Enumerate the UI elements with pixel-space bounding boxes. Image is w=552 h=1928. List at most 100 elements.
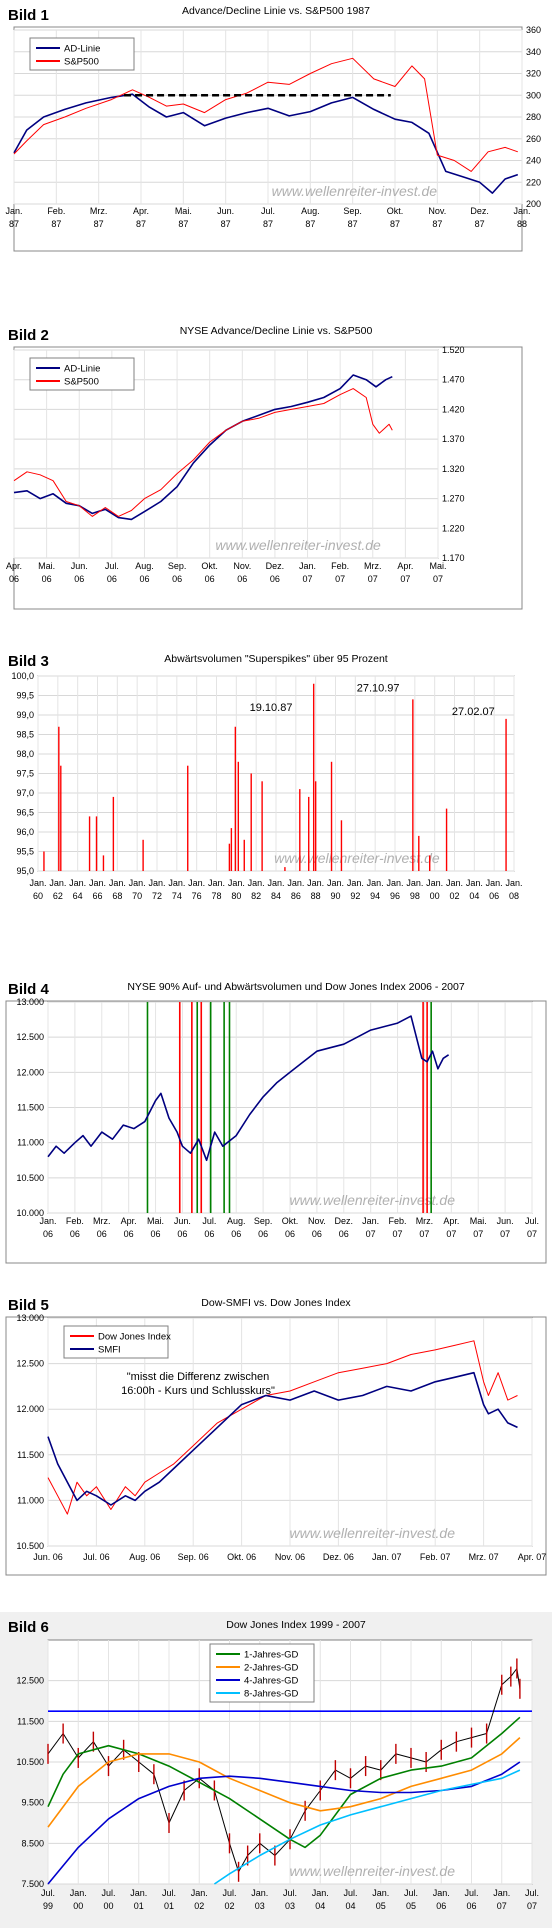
panel-bild-5: Bild 5 Dow-SMFI vs. Dow Jones Index 10.5… xyxy=(0,1290,552,1578)
legend-entry: S&P500 xyxy=(64,57,99,68)
x-tick-label: Mrz. 06 xyxy=(93,1216,111,1239)
x-tick-label: Jan. 64 xyxy=(69,878,86,901)
x-tick-label: Jan. 02 xyxy=(446,878,463,901)
y-tick-label: 200 xyxy=(526,199,541,209)
y-tick-label: 300 xyxy=(526,90,541,100)
x-tick-label: Sep. 87 xyxy=(343,206,362,229)
x-tick-label: Jul. 06 xyxy=(464,1888,478,1911)
x-tick-label: Jan. 04 xyxy=(466,878,483,901)
legend-entry: AD-Linie xyxy=(64,364,100,375)
panel-bild-3: Bild 3 Abwärtsvolumen "Superspikes" über… xyxy=(0,646,552,934)
y-tick-label: 10.500 xyxy=(16,1757,44,1767)
x-tick-label: Jul. 06 xyxy=(83,1552,110,1562)
y-tick-label: 96,0 xyxy=(16,827,34,837)
y-tick-label: 12.000 xyxy=(16,1067,44,1077)
series-line xyxy=(13,374,393,521)
x-tick-label: Jan. 07 xyxy=(372,1552,402,1562)
x-tick-label: Mai. 07 xyxy=(429,561,446,584)
x-tick-label: Apr. 07 xyxy=(443,1216,459,1239)
x-tick-label: Jan. 03 xyxy=(251,1888,268,1911)
y-tick-label: 7.500 xyxy=(21,1879,44,1889)
y-tick-label: 10.500 xyxy=(16,1173,44,1183)
y-tick-label: 1.470 xyxy=(442,375,465,385)
x-tick-label: Jul. 04 xyxy=(343,1888,357,1911)
x-tick-label: Jul. 02 xyxy=(222,1888,236,1911)
x-tick-label: Jan. 84 xyxy=(267,878,284,901)
y-tick-label: 99,5 xyxy=(16,691,34,701)
x-tick-label: Feb. 07 xyxy=(420,1552,451,1562)
y-tick-label: 1.170 xyxy=(442,553,465,563)
annotation-label: 27.10.97 xyxy=(357,683,400,695)
series-line xyxy=(13,93,519,194)
y-tick-label: 98,5 xyxy=(16,730,34,740)
x-tick-label: Okt. 06 xyxy=(201,561,218,584)
x-tick-label: Jan. 82 xyxy=(248,878,265,901)
x-tick-label: Mrz. 07 xyxy=(469,1552,499,1562)
legend-box xyxy=(29,37,135,71)
watermark: www.wellenreiter-invest.de xyxy=(215,537,381,553)
x-tick-label: Jan. 66 xyxy=(89,878,106,901)
y-tick-label: 97,0 xyxy=(16,788,34,798)
y-tick-label: 12.500 xyxy=(16,1676,44,1686)
legend-entry: SMFI xyxy=(98,1345,121,1356)
legend-box xyxy=(63,1325,169,1359)
x-tick-label: Mai. 06 xyxy=(38,561,55,584)
y-tick-label: 9.500 xyxy=(21,1798,44,1808)
panel-bild-2: Bild 2 NYSE Advance/Decline Linie vs. S&… xyxy=(0,320,552,612)
x-tick-label: Okt. 87 xyxy=(387,206,404,229)
y-tick-label: 100,0 xyxy=(11,671,34,681)
x-tick-label: Sep. 06 xyxy=(254,1216,273,1239)
x-tick-label: Apr. 87 xyxy=(133,206,149,229)
x-tick-label: Jan. 90 xyxy=(327,878,344,901)
x-tick-label: Apr. 07 xyxy=(397,561,413,584)
annotation-label: 19.10.87 xyxy=(250,702,293,714)
y-tick-label: 360 xyxy=(526,25,541,35)
x-tick-label: Nov. 06 xyxy=(308,1216,326,1239)
x-tick-label: Jan. 80 xyxy=(228,878,245,901)
watermark: www.wellenreiter-invest.de xyxy=(290,1525,456,1541)
panel-bild-1: Bild 1 Advance/Decline Linie vs. S&P500 … xyxy=(0,0,552,255)
x-tick-label: Dez. 06 xyxy=(323,1552,354,1562)
x-tick-label: Jun. 06 xyxy=(174,1216,191,1239)
y-tick-label: 1.420 xyxy=(442,404,465,414)
legend-box xyxy=(29,357,135,391)
y-tick-label: 13.000 xyxy=(16,997,44,1007)
chart-title: NYSE 90% Auf- und Abwärtsvolumen und Dow… xyxy=(127,981,465,993)
x-tick-label: Jan. 92 xyxy=(347,878,364,901)
x-tick-label: Feb. 07 xyxy=(331,561,349,584)
x-tick-label: Jun. 06 xyxy=(33,1552,63,1562)
y-tick-label: 1.320 xyxy=(442,464,465,474)
x-tick-label: Apr. 06 xyxy=(121,1216,137,1239)
x-tick-label: Mrz. 07 xyxy=(364,561,382,584)
panel-label: Bild 1 xyxy=(8,7,49,24)
series-line xyxy=(213,1769,521,1885)
y-tick-label: 8.500 xyxy=(21,1838,44,1848)
x-tick-label: Jul. 99 xyxy=(41,1888,55,1911)
x-tick-label: Mai. 06 xyxy=(147,1216,164,1239)
x-tick-label: Jan. 68 xyxy=(109,878,126,901)
x-tick-label: Jul. 07 xyxy=(525,1216,539,1239)
x-tick-label: Jan. 94 xyxy=(367,878,384,901)
x-tick-label: Mai. 87 xyxy=(175,206,192,229)
x-tick-label: Jan. 00 xyxy=(426,878,443,901)
chart-title: Dow-SMFI vs. Dow Jones Index xyxy=(201,1297,351,1309)
legend-entry: Dow Jones Index xyxy=(98,1332,171,1343)
legend-entry: AD-Linie xyxy=(64,44,100,55)
x-tick-label: Jan. 01 xyxy=(130,1888,147,1911)
x-tick-label: Jul. 87 xyxy=(261,206,275,229)
x-tick-label: Jan. 98 xyxy=(406,878,423,901)
y-tick-label: 13.000 xyxy=(16,1313,44,1323)
y-tick-label: 1.370 xyxy=(442,434,465,444)
x-tick-label: Jul. 03 xyxy=(283,1888,297,1911)
chart-bild-4: Bild 4 NYSE 90% Auf- und Abwärtsvolumen … xyxy=(5,981,547,1264)
panel-label: Bild 2 xyxy=(8,327,49,344)
chart-bild-1: Bild 1 Advance/Decline Linie vs. S&P500 … xyxy=(5,5,541,252)
x-tick-label: Jun. 07 xyxy=(497,1216,514,1239)
y-tick-label: 10.500 xyxy=(16,1541,44,1551)
y-tick-label: 12.500 xyxy=(16,1032,44,1042)
series-line xyxy=(13,388,393,517)
chart-title: Dow Jones Index 1999 - 2007 xyxy=(226,1619,366,1631)
y-tick-label: 97,5 xyxy=(16,769,34,779)
series-line xyxy=(47,1015,450,1162)
legend-entry: 1-Jahres-GD xyxy=(244,1650,299,1661)
